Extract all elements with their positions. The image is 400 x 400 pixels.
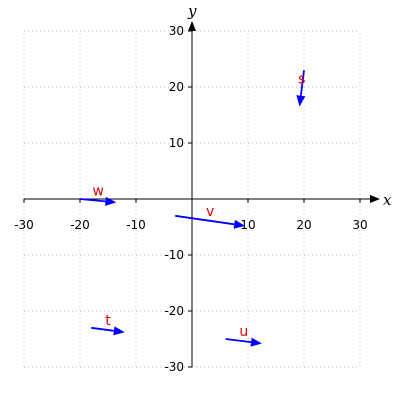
vector-shaft (225, 338, 252, 344)
vector-arrowhead (105, 196, 117, 206)
vector-shaft (175, 214, 235, 226)
vector-arrowhead (250, 337, 262, 347)
y-tick-label: -20 (164, 304, 184, 318)
y-tick-label: -10 (164, 248, 184, 262)
vector-arrowhead (296, 95, 306, 107)
vector-shaft (91, 326, 115, 332)
y-tick-label: -30 (164, 360, 184, 374)
x-tick-label: 20 (296, 218, 311, 232)
vector-label: w (92, 184, 103, 200)
x-tick-label: -30 (14, 218, 34, 232)
tick-labels: -30 -30 -20 -20 -10 -10 10 10 20 20 30 30 (14, 24, 367, 374)
vector-label: v (206, 204, 214, 220)
vectors: s w v t u (79, 70, 306, 347)
y-tick-label: 30 (169, 24, 184, 38)
x-axis-title: x (383, 191, 392, 209)
vector-s: s (296, 70, 306, 107)
vector-shaft (299, 70, 305, 96)
y-tick-label: 20 (169, 80, 184, 94)
axes (24, 21, 380, 367)
x-tick-label: -10 (126, 218, 146, 232)
vector-label: u (239, 324, 248, 340)
vector-arrowhead (113, 326, 125, 336)
vector-v: v (175, 204, 246, 229)
x-tick-label: 30 (352, 218, 367, 232)
vector-arrowhead (233, 219, 246, 229)
x-tick-label: 10 (240, 218, 255, 232)
y-axis-title: y (187, 2, 197, 20)
vector-label: t (105, 313, 111, 329)
vector-t: t (91, 313, 125, 336)
y-tick-label: 10 (169, 136, 184, 150)
vector-shaft (79, 198, 106, 203)
x-tick-label: -20 (70, 218, 90, 232)
vector-label: s (298, 71, 305, 87)
vector-u: u (225, 324, 262, 347)
vector-w: w (79, 184, 117, 206)
